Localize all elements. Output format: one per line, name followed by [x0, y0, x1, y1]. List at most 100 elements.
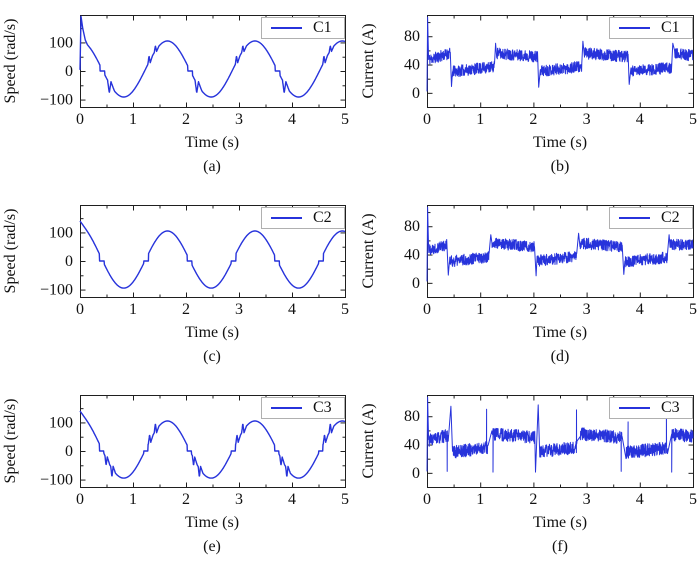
signal-line-C2	[79, 220, 346, 289]
x-tick-label: 4	[288, 111, 296, 128]
x-tick-label: 2	[529, 111, 537, 128]
y-axis-label: Current (A)	[360, 403, 377, 479]
y-tick-label: −100	[40, 472, 73, 489]
plot-canvas-f: 0 1 2 3 4 5 0 40 80	[404, 395, 697, 508]
x-tick-label: 3	[235, 491, 243, 508]
y-tick-label: 100	[49, 224, 73, 241]
x-tick-label: 1	[476, 111, 484, 128]
subplot-c: 0 1 2 3 4 5 −100 0 100 Speed (rad/s) Time (s) (c…	[0, 190, 350, 380]
x-tick-label: 5	[689, 301, 697, 318]
subplot-caption: (d)	[550, 348, 570, 365]
signal-line-C2	[426, 206, 694, 282]
y-tick-label: 0	[412, 275, 420, 292]
plot-canvas-d: 0 1 2 3 4 5 0 40 80	[404, 205, 697, 318]
y-tick-label: −100	[40, 92, 73, 109]
legend-box: C2	[261, 207, 345, 229]
legend-label: C3	[661, 399, 680, 416]
x-axis-label: Time (s)	[184, 324, 240, 341]
x-tick-label: 3	[583, 301, 591, 318]
x-axis-label: Time (s)	[184, 514, 240, 531]
y-axis-label: Current (A)	[360, 213, 377, 289]
subplot-a: 0 1 2 3 4 5 −100 0 100 Speed (rad/s) Time (s) (a…	[0, 0, 350, 190]
x-tick-label: 2	[182, 301, 190, 318]
y-axis-label: Speed (rad/s)	[2, 398, 19, 484]
subplot-b: 0 1 2 3 4 5 0 40 80 Current (A) Time (s) (b) C1	[350, 0, 700, 190]
x-axis-label: Time (s)	[532, 514, 588, 531]
signal-line-C1	[79, 15, 346, 98]
subplot-caption: (b)	[550, 158, 570, 175]
legend-box: C1	[261, 17, 345, 39]
plot-canvas-b: 0 1 2 3 4 5 0 40 80	[404, 15, 697, 128]
x-tick-label: 5	[341, 491, 349, 508]
y-tick-label: 0	[65, 443, 73, 460]
x-tick-label: 0	[423, 491, 431, 508]
x-tick-label: 5	[341, 301, 349, 318]
signal-line-C3	[79, 410, 346, 479]
y-tick-label: 0	[65, 63, 73, 80]
x-tick-label: 0	[76, 111, 84, 128]
x-tick-label: 0	[76, 301, 84, 318]
axes-frame	[427, 205, 694, 298]
y-axis-label: Speed (rad/s)	[2, 208, 19, 294]
y-axis-label: Current (A)	[360, 23, 377, 99]
x-tick-label: 0	[423, 301, 431, 318]
x-tick-label: 2	[182, 491, 190, 508]
legend-box: C3	[261, 397, 345, 419]
signal-line-C1	[426, 16, 694, 92]
x-tick-label: 5	[689, 491, 697, 508]
x-tick-label: 1	[129, 491, 137, 508]
y-tick-label: 80	[404, 28, 420, 45]
x-tick-label: 5	[341, 111, 349, 128]
x-tick-label: 3	[235, 111, 243, 128]
x-tick-label: 3	[235, 301, 243, 318]
x-tick-label: 4	[636, 491, 644, 508]
legend-box: C2	[609, 207, 693, 229]
x-axis-label: Time (s)	[532, 324, 588, 341]
x-tick-label: 4	[288, 491, 296, 508]
x-axis-label: Time (s)	[532, 134, 588, 151]
x-tick-label: 3	[583, 491, 591, 508]
y-tick-label: 40	[404, 57, 420, 74]
x-tick-label: 4	[636, 111, 644, 128]
subplot-caption: (a)	[203, 158, 221, 175]
y-tick-label: 0	[412, 85, 420, 102]
x-tick-label: 2	[529, 301, 537, 318]
x-tick-label: 3	[583, 111, 591, 128]
legend-box: C1	[609, 17, 693, 39]
subplot-caption: (e)	[203, 538, 221, 555]
x-tick-label: 1	[129, 301, 137, 318]
legend-line-sample	[619, 217, 650, 219]
axes-frame	[80, 395, 346, 488]
legend-line-sample	[619, 407, 650, 409]
y-tick-label: 80	[404, 408, 420, 425]
x-tick-label: 0	[76, 491, 84, 508]
x-tick-label: 5	[689, 111, 697, 128]
y-tick-label: 100	[49, 414, 73, 431]
subplot-caption: (c)	[203, 348, 221, 365]
subplot-caption: (f)	[552, 538, 568, 555]
y-axis-label: Speed (rad/s)	[2, 18, 19, 104]
legend-label: C2	[661, 209, 680, 226]
legend-label: C1	[313, 19, 332, 36]
x-axis-label: Time (s)	[184, 134, 240, 151]
axis-ticks	[427, 205, 694, 298]
x-tick-label: 4	[288, 301, 296, 318]
x-tick-label: 2	[182, 111, 190, 128]
legend-label: C2	[313, 209, 332, 226]
x-tick-label: 0	[423, 111, 431, 128]
signal-line-C3	[426, 396, 694, 473]
subplot-d: 0 1 2 3 4 5 0 40 80 Current (A) Time (s) (d) C2	[350, 190, 700, 380]
legend-box: C3	[609, 397, 693, 419]
y-tick-label: 0	[412, 465, 420, 482]
legend-label: C3	[313, 399, 332, 416]
x-tick-label: 4	[636, 301, 644, 318]
y-tick-label: 100	[49, 34, 73, 51]
y-tick-label: −100	[40, 282, 73, 299]
legend-line-sample	[271, 27, 302, 29]
y-tick-label: 40	[404, 437, 420, 454]
x-tick-label: 1	[476, 491, 484, 508]
x-tick-label: 1	[476, 301, 484, 318]
y-tick-label: 0	[65, 253, 73, 270]
